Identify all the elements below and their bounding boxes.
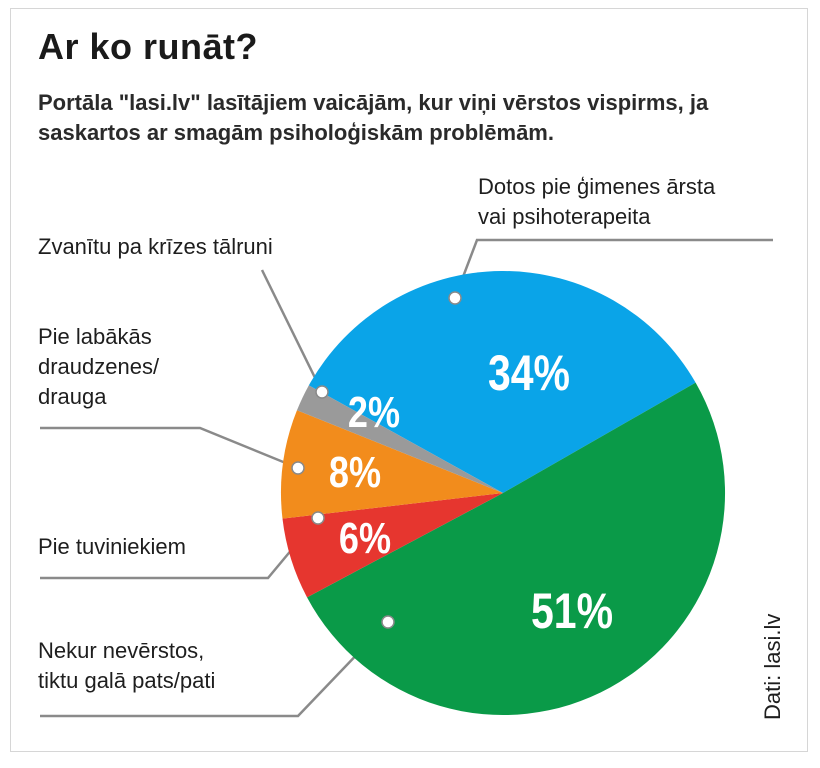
pct-label-dotos-pie-imenes-rsta: 34%	[488, 345, 570, 401]
leader-line-zvan-tu-pa-kr-zes-t-lruni	[260, 269, 324, 393]
pct-label-nekur-nev-rstos: 51%	[531, 583, 613, 639]
label-family-doctor: Dotos pie ģimenes ārsta vai psihoterapei…	[478, 174, 716, 229]
pct-label-pie-tuviniekiem: 6%	[339, 513, 391, 562]
pie-slice-zvan-tu-pa-kr-zes-t-lruni	[296, 385, 503, 493]
data-source: Dati: lasi.lv	[760, 613, 785, 720]
leader-dot-pie-tuviniekiem	[311, 511, 325, 525]
pie-slice-pie-tuviniekiem	[282, 493, 503, 598]
chart-title: Ar ko runāt?	[38, 26, 259, 67]
label-relatives: Pie tuviniekiem	[38, 534, 186, 559]
chart-subtitle: Portāla "lasi.lv" lasītājiem vaicājām, k…	[38, 90, 709, 145]
pie-slice-pie-lab-k-s	[281, 410, 503, 519]
pie-slice-dotos-pie-imenes-rsta	[308, 270, 696, 493]
pie-slices	[281, 270, 726, 716]
leader-dot-pie-lab-k-s	[291, 461, 305, 475]
pct-label-zvan-tu-pa-kr-zes-t-lruni: 2%	[348, 387, 400, 436]
leader-dot-nekur-nev-rstos	[381, 615, 395, 629]
leader-dot-dotos-pie-imenes-rsta	[448, 291, 462, 305]
pie-slice-nekur-nev-rstos	[307, 382, 726, 716]
label-crisis-line: Zvanītu pa krīzes tālruni	[38, 234, 273, 259]
label-nowhere: Nekur nevērstos, tiktu galā pats/pati	[38, 638, 216, 693]
leader-dot-zvan-tu-pa-kr-zes-t-lruni	[315, 385, 329, 399]
leader-line-pie-lab-k-s	[40, 426, 299, 470]
label-best-friend: Pie labākās draudzenes/ drauga	[38, 324, 160, 409]
pct-label-pie-lab-k-s: 8%	[329, 447, 381, 496]
